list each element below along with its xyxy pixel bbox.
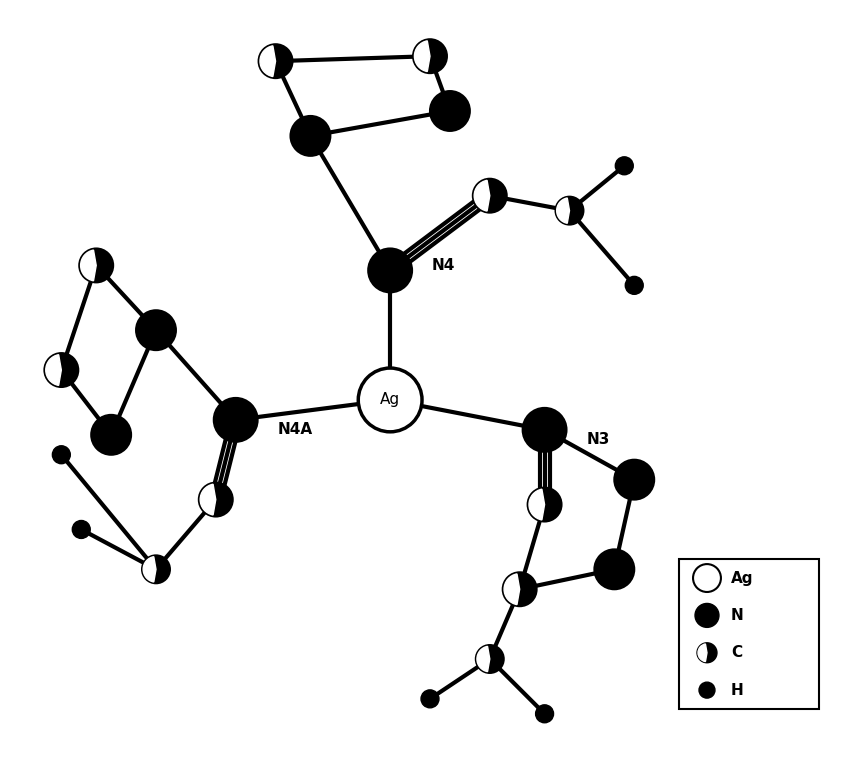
Circle shape [503,572,536,606]
Wedge shape [143,557,156,582]
Circle shape [421,690,439,708]
Circle shape [368,248,412,293]
Circle shape [523,408,566,452]
FancyBboxPatch shape [679,559,819,709]
Text: H: H [731,683,744,698]
Wedge shape [81,250,96,281]
Circle shape [258,44,293,78]
Wedge shape [477,647,490,672]
Text: N: N [731,608,744,623]
Wedge shape [505,574,520,604]
Wedge shape [260,46,275,77]
Wedge shape [557,198,570,223]
Circle shape [476,645,504,673]
Circle shape [45,353,78,387]
Text: Ag: Ag [380,392,400,408]
Circle shape [413,39,447,73]
Wedge shape [529,489,545,520]
Circle shape [136,310,176,350]
Circle shape [625,277,644,294]
Circle shape [535,705,553,723]
Circle shape [79,248,113,283]
Circle shape [615,157,633,175]
Circle shape [359,368,422,432]
Circle shape [291,116,330,155]
Circle shape [199,483,233,516]
Wedge shape [414,41,430,71]
Circle shape [72,521,90,538]
Circle shape [528,488,561,522]
Circle shape [693,564,721,592]
Circle shape [91,415,131,455]
Text: N4: N4 [432,258,456,273]
Circle shape [614,460,654,499]
Text: N3: N3 [586,432,610,447]
Wedge shape [200,484,215,515]
Text: Ag: Ag [731,571,753,585]
Circle shape [695,604,719,627]
Wedge shape [698,644,707,662]
Circle shape [430,91,470,131]
Wedge shape [45,355,61,385]
Circle shape [699,683,715,698]
Wedge shape [474,180,490,211]
Circle shape [142,555,170,583]
Circle shape [52,446,70,463]
Text: C: C [731,645,742,660]
Circle shape [214,398,257,442]
Circle shape [595,549,634,589]
Circle shape [473,178,507,213]
Circle shape [697,643,717,663]
Circle shape [555,197,583,224]
Text: N4A: N4A [277,422,312,437]
